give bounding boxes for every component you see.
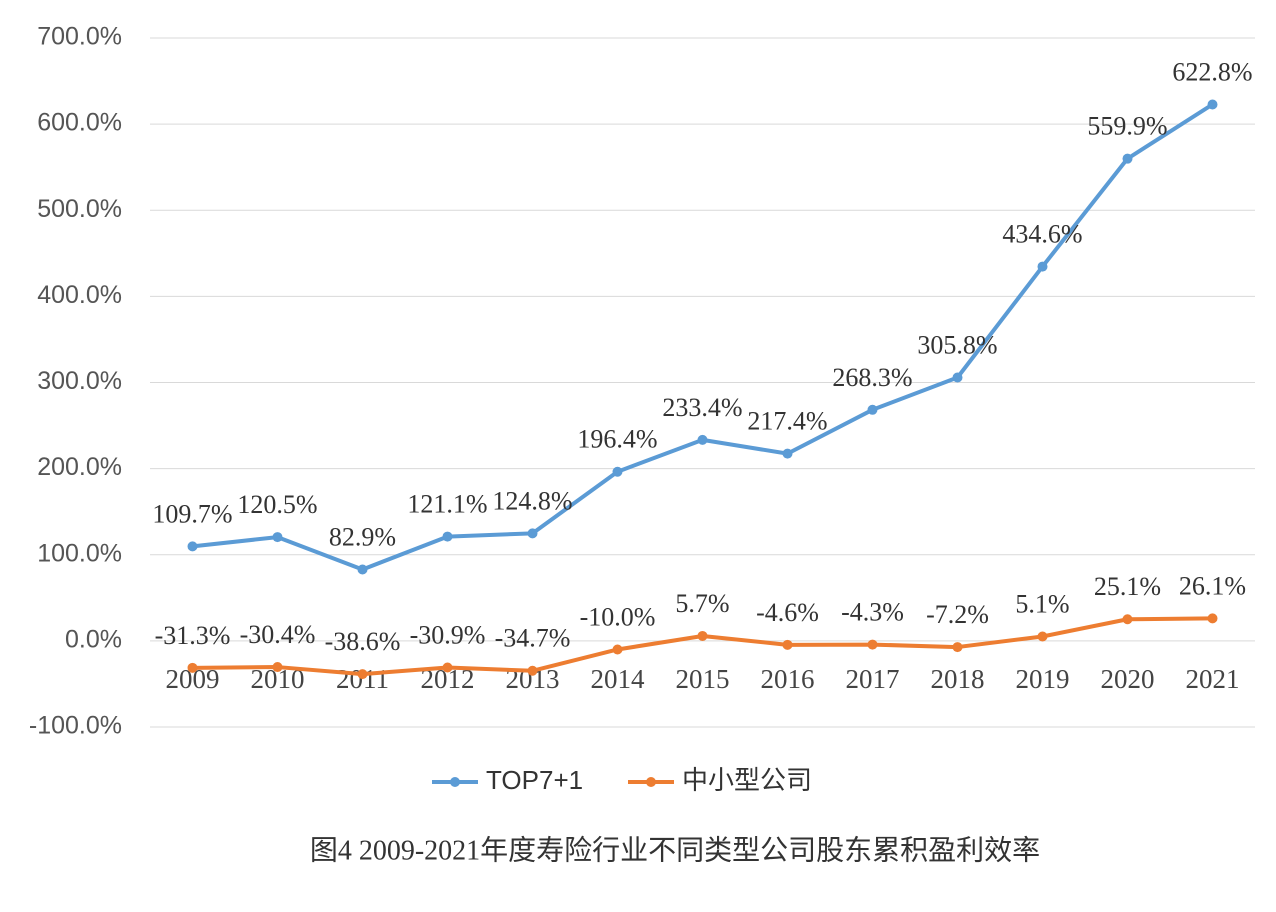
data-label: 196.4% (577, 425, 657, 454)
data-label: 120.5% (237, 490, 317, 519)
point (527, 528, 538, 539)
x-tick-label: 2021 (1186, 664, 1240, 694)
point (442, 662, 453, 673)
y-tick-label: 0.0% (65, 625, 122, 653)
data-label: 26.1% (1179, 571, 1246, 600)
point (867, 639, 878, 650)
point (357, 564, 368, 575)
data-label: 434.6% (1002, 220, 1082, 249)
data-label: -10.0% (580, 602, 656, 631)
y-tick-label: 200.0% (37, 453, 122, 481)
point (697, 630, 708, 641)
y-tick-label: 300.0% (37, 367, 122, 395)
x-tick-label: 2017 (846, 664, 900, 694)
data-label: -34.7% (495, 624, 571, 653)
point (272, 662, 283, 673)
data-label: 268.3% (832, 363, 912, 392)
data-label: -31.3% (155, 621, 231, 650)
point (1122, 153, 1133, 164)
x-tick-label: 2015 (676, 664, 730, 694)
data-label: -7.2% (926, 600, 989, 629)
point (867, 404, 878, 415)
data-label: 622.8% (1172, 57, 1252, 86)
data-label: 5.7% (675, 589, 729, 618)
data-label: 233.4% (662, 393, 742, 422)
legend-label: 中小型公司 (682, 765, 812, 795)
y-tick-label: 100.0% (37, 539, 122, 567)
chart-title: 图4 2009-2021年度寿险行业不同类型公司股东累积盈利效率 (310, 834, 1040, 866)
x-tick-label: 2016 (761, 664, 815, 694)
y-tick-label: 700.0% (37, 23, 122, 51)
point (187, 662, 198, 673)
y-tick-label: 400.0% (37, 281, 122, 309)
x-tick-label: 2020 (1101, 664, 1155, 694)
y-tick-label: 500.0% (37, 195, 122, 223)
data-label: 305.8% (917, 330, 997, 359)
point (357, 669, 368, 680)
legend-marker (646, 777, 656, 787)
point (1037, 631, 1048, 642)
point (1207, 613, 1218, 624)
x-tick-label: 2019 (1016, 664, 1070, 694)
y-tick-label: 600.0% (37, 109, 122, 137)
point (187, 541, 198, 552)
x-tick-label: 2014 (591, 664, 646, 694)
data-label: -4.6% (756, 598, 819, 627)
point (1207, 99, 1218, 110)
data-label: 25.1% (1094, 572, 1161, 601)
data-label: 217.4% (747, 407, 827, 436)
legend-label: TOP7+1 (486, 765, 583, 795)
point (782, 448, 793, 459)
point (1037, 261, 1048, 272)
point (612, 466, 623, 477)
legend-marker (450, 777, 460, 787)
point (272, 532, 283, 543)
data-label: 5.1% (1015, 589, 1069, 618)
point (952, 372, 963, 383)
point (782, 639, 793, 650)
data-label: -4.3% (841, 598, 904, 627)
point (1122, 614, 1133, 625)
data-label: 121.1% (407, 490, 487, 519)
data-label: 559.9% (1087, 112, 1167, 141)
data-label: -30.4% (240, 620, 316, 649)
point (442, 531, 453, 542)
data-label: -30.9% (410, 620, 486, 649)
point (612, 644, 623, 655)
y-tick-label: -100.0% (29, 712, 122, 740)
data-label: 124.8% (492, 486, 572, 515)
data-label: 109.7% (152, 499, 232, 528)
data-label: -38.6% (325, 627, 401, 656)
data-label: 82.9% (329, 522, 396, 551)
point (527, 665, 538, 676)
x-tick-label: 2018 (931, 664, 985, 694)
point (952, 642, 963, 653)
point (697, 434, 708, 445)
